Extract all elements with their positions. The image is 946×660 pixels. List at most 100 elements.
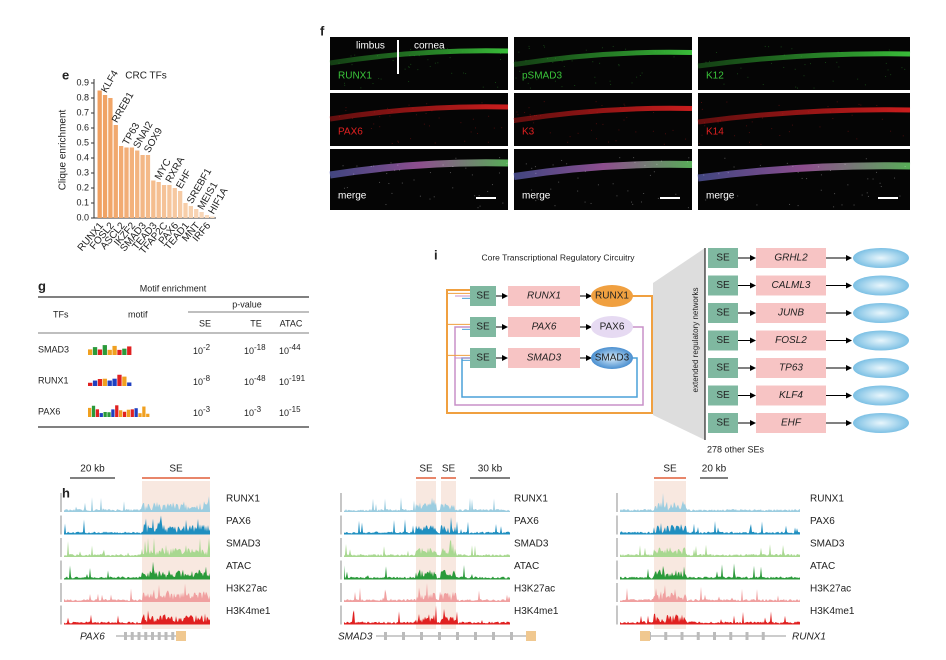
noise: [794, 68, 796, 70]
p-exponent: -44: [289, 343, 301, 352]
noise: [464, 140, 466, 142]
noise: [631, 82, 633, 84]
noise: [527, 82, 529, 84]
micrograph: [698, 149, 910, 210]
noise: [768, 46, 770, 48]
noise: [710, 76, 712, 78]
noise: [574, 85, 576, 87]
micrograph: [330, 149, 508, 210]
noise: [449, 57, 451, 59]
se-label: SE: [663, 464, 677, 475]
bar: [204, 215, 210, 218]
noise: [705, 61, 707, 63]
utr: [176, 631, 186, 641]
noise: [343, 82, 345, 84]
bar: [194, 209, 199, 218]
noise: [760, 143, 762, 145]
noise: [339, 116, 341, 118]
tissue-band: [329, 48, 509, 66]
tissue-band: [513, 49, 693, 67]
logo-letter: [119, 410, 123, 417]
stain-label: RUNX1: [338, 71, 372, 82]
noise: [431, 110, 433, 112]
noise: [413, 55, 415, 57]
noise: [596, 111, 598, 113]
noise: [515, 77, 517, 79]
noise: [718, 173, 720, 175]
noise: [704, 125, 706, 127]
noise: [726, 101, 728, 103]
noise: [455, 157, 457, 159]
logo-letter: [92, 380, 98, 386]
expansion: [653, 248, 705, 440]
micrograph: [514, 37, 692, 90]
y-tick-label: 0.4: [76, 152, 89, 162]
p-exponent: -48: [254, 374, 266, 383]
exon: [745, 632, 749, 640]
noise: [595, 123, 597, 125]
gene-box: [756, 248, 826, 268]
noise: [761, 117, 763, 119]
noise: [890, 74, 892, 76]
signal-track: [620, 521, 800, 535]
noise: [792, 165, 794, 167]
logo-letter: [97, 349, 103, 355]
se-label: SE: [419, 464, 433, 475]
noise: [594, 76, 596, 78]
se-label: SE: [476, 322, 490, 333]
noise: [836, 101, 838, 103]
noise: [361, 47, 363, 49]
logo-letter: [142, 406, 146, 417]
noise: [770, 62, 772, 64]
noise: [612, 183, 614, 185]
noise: [780, 46, 782, 48]
noise: [788, 131, 790, 133]
noise: [451, 72, 453, 74]
annotation: limbus: [356, 41, 385, 52]
track-label: H3K4me1: [226, 606, 271, 617]
noise: [778, 104, 780, 106]
noise: [518, 51, 520, 53]
logo-letter: [112, 345, 117, 355]
header: p-value: [232, 299, 262, 309]
noise: [535, 172, 537, 174]
noise: [746, 125, 748, 127]
noise: [433, 196, 435, 198]
noise: [408, 81, 410, 83]
noise: [447, 48, 449, 50]
se-box: [708, 248, 738, 268]
noise: [644, 165, 646, 167]
protein: [853, 358, 909, 378]
noise: [880, 186, 882, 188]
noise: [389, 115, 391, 117]
noise: [904, 68, 906, 70]
noise: [386, 173, 388, 175]
y-tick-label: 0.1: [76, 197, 89, 207]
noise: [595, 138, 597, 140]
chart-title: CRC TFs: [125, 71, 166, 82]
se-box: [708, 275, 738, 296]
se-box: [470, 348, 496, 368]
gene-box: [756, 275, 826, 296]
logo-letter: [122, 411, 127, 417]
stain-label: K14: [706, 127, 724, 138]
micrograph: [514, 149, 692, 210]
logo-letter: [107, 349, 112, 355]
gene-box: [756, 385, 826, 406]
header: TFs: [53, 309, 69, 319]
noise: [419, 195, 421, 197]
noise: [410, 138, 412, 140]
noise: [460, 122, 462, 124]
noise: [357, 78, 359, 80]
tissue-band: [329, 104, 509, 122]
noise: [847, 184, 849, 186]
track-label: PAX6: [226, 516, 251, 527]
noise: [373, 123, 375, 125]
gene-label: CALML3: [772, 280, 811, 291]
noise: [624, 105, 626, 107]
noise: [380, 78, 382, 80]
signal-track: [344, 517, 510, 535]
noise: [465, 167, 467, 169]
exon: [761, 632, 765, 640]
noise: [654, 50, 656, 52]
